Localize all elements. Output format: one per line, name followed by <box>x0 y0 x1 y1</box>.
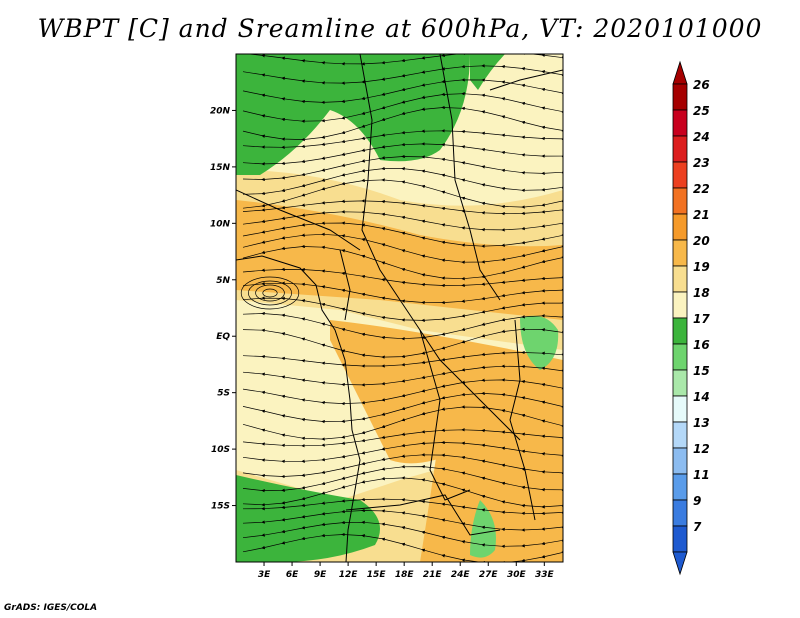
streamline-eddy <box>262 288 278 298</box>
lon-tick-label: 3E <box>258 570 271 580</box>
colorbar-label: 16 <box>693 338 710 352</box>
lon-tick-label: 18E <box>395 570 415 580</box>
lat-tick-label: 10N <box>210 219 231 229</box>
streamlines <box>240 54 563 562</box>
colorbar-label: 25 <box>693 104 710 118</box>
border-line <box>419 329 471 501</box>
colorbar-swatch <box>672 83 688 111</box>
lon-tick-label: 33E <box>535 570 555 580</box>
border-line <box>439 54 501 301</box>
colorbar-swatch <box>672 447 688 475</box>
footer-credit: GrADS: IGES/COLA <box>4 603 98 613</box>
colorbar-label: 15 <box>693 364 710 378</box>
longitude-axis: 3E 6E 9E 12E 15E 18E 21E 24E 27E 30E 33E <box>258 562 555 580</box>
colorbar-swatch <box>672 525 688 553</box>
map-title: WBPT [C] and Sreamline at 600hPa, VT: 20… <box>37 14 763 43</box>
colorbar-label: 11 <box>693 468 710 482</box>
lat-tick-label: 10S <box>211 445 230 455</box>
colorbar-label: 26 <box>693 78 710 92</box>
streamline <box>245 54 563 66</box>
colorbar-swatch <box>672 265 688 293</box>
border-line <box>339 249 351 321</box>
map-frame <box>235 53 564 563</box>
streamline <box>242 350 563 368</box>
colorbar-swatch <box>672 161 688 189</box>
lon-tick-label: 12E <box>339 570 359 580</box>
colorbar-swatch <box>672 135 688 163</box>
colorbar-swatch <box>672 369 688 397</box>
colorbar-label: 17 <box>693 312 710 326</box>
border-line <box>509 319 536 521</box>
colorbar-label: 19 <box>693 260 710 274</box>
latitude-axis: 20N 15N 10N 5N EQ 5S 10S 15S <box>210 106 236 512</box>
colorbar: 26 25 24 23 22 21 20 19 18 17 16 15 14 13 12 11 9 7 <box>672 60 710 576</box>
lat-tick-label: 5S <box>217 389 230 399</box>
lat-tick-label: 15N <box>210 163 231 173</box>
streamline-eddy <box>240 276 300 310</box>
colorbar-label: 24 <box>693 130 710 144</box>
colorbar-swatch <box>672 499 688 527</box>
border-line <box>489 69 563 91</box>
border-line <box>236 189 361 251</box>
colorbar-swatch <box>672 473 688 501</box>
streamline <box>242 532 563 562</box>
lon-tick-label: 21E <box>423 570 443 580</box>
border-line <box>345 494 501 536</box>
colorbar-label: 12 <box>693 442 710 456</box>
colorbar-swatch <box>672 291 688 319</box>
colorbar-swatch <box>672 343 688 371</box>
colorbar-label: 7 <box>693 520 702 534</box>
lon-tick-label: 24E <box>451 570 471 580</box>
colorbar-swatch <box>672 317 688 345</box>
lon-tick-label: 6E <box>286 570 299 580</box>
temperature-field <box>236 54 563 562</box>
colorbar-label: 14 <box>693 390 710 404</box>
streamline-eddy <box>255 284 285 302</box>
colorbar-label: 13 <box>693 416 710 430</box>
colorbar-swatch <box>672 395 688 423</box>
colorbar-label: 9 <box>693 494 701 508</box>
colorbar-label: 20 <box>693 234 710 248</box>
colorbar-label: 18 <box>693 286 710 300</box>
streamline-eddy <box>248 280 292 306</box>
colorbar-bottom-arrow <box>672 551 688 576</box>
colorbar-swatch <box>672 239 688 267</box>
lon-tick-label: 15E <box>367 570 387 580</box>
colorbar-label: 21 <box>693 208 710 222</box>
coastlines-borders <box>236 54 563 562</box>
colorbar-swatch <box>672 109 688 137</box>
colorbar-swatch <box>672 421 688 449</box>
colorbar-swatch <box>672 213 688 241</box>
lat-tick-label: EQ <box>216 332 230 342</box>
lon-tick-label: 27E <box>479 570 499 580</box>
lat-tick-label: 20N <box>210 106 231 116</box>
border-line <box>359 54 401 301</box>
border-line <box>399 299 521 441</box>
colorbar-swatch <box>672 187 688 215</box>
lon-tick-label: 9E <box>314 570 327 580</box>
colorbar-top-arrow <box>672 60 688 85</box>
colorbar-label: 23 <box>693 156 710 170</box>
lon-tick-label: 30E <box>507 570 527 580</box>
lat-tick-label: 5N <box>216 276 230 286</box>
coastline <box>236 255 361 562</box>
lat-tick-label: 15S <box>211 502 230 512</box>
colorbar-label: 22 <box>693 182 710 196</box>
